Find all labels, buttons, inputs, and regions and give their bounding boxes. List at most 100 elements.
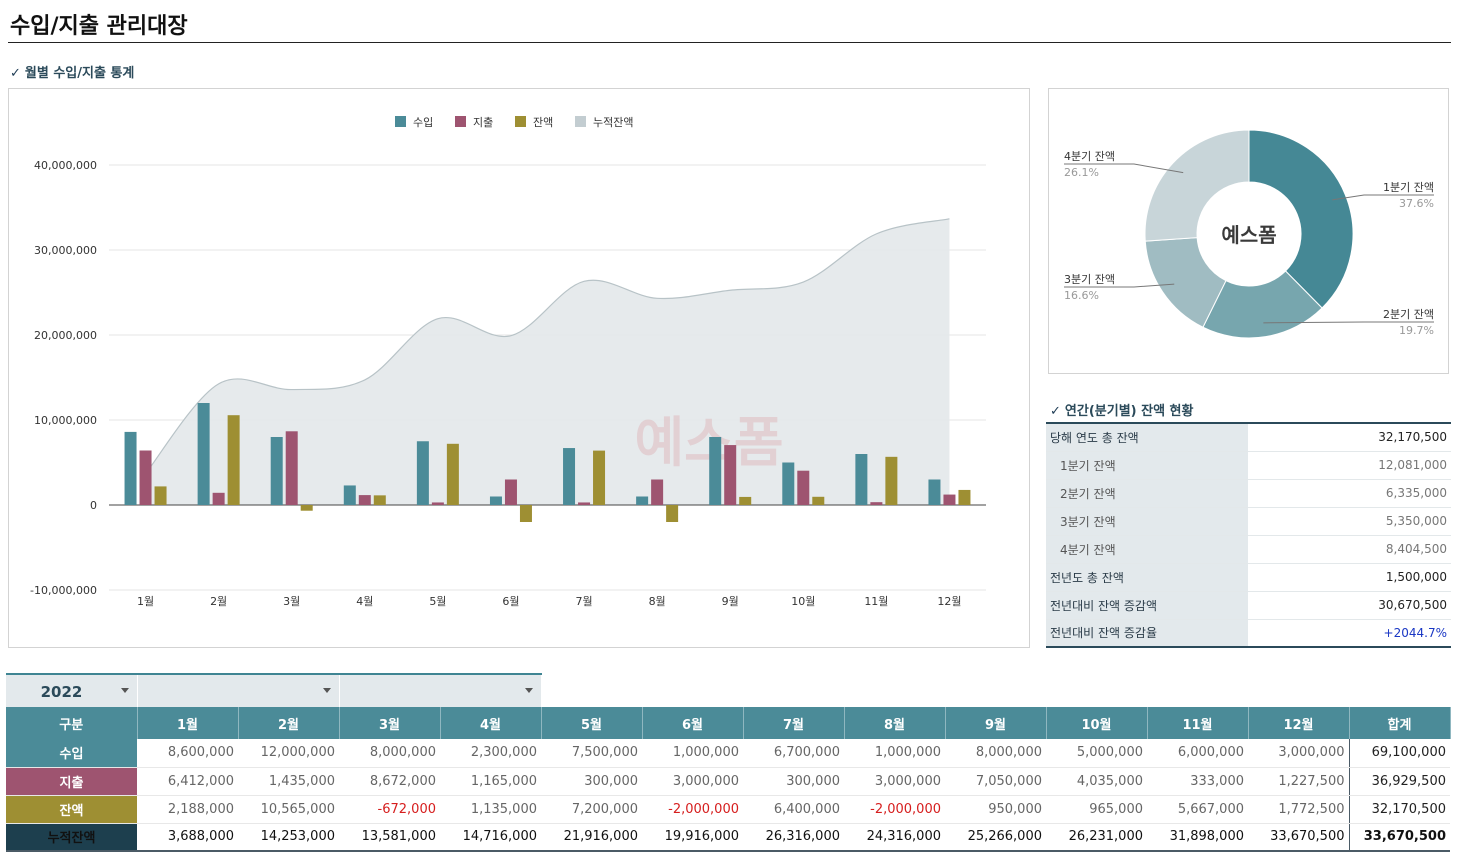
donut-label: 4분기 잔액	[1064, 150, 1115, 163]
donut-label: 2분기 잔액	[1383, 308, 1434, 321]
table-cell: 6,400,000	[743, 795, 844, 824]
donut-leader-line	[1064, 283, 1175, 288]
row-label: 잔액	[6, 795, 137, 824]
summary-row: 전년대비 잔액 증감율 +2044.7%	[1046, 619, 1451, 648]
quarter-donut-chart: 예스폼 1분기 잔액 37.6% 2분기 잔액 19.7% 3분기 잔액 16.6% 4분기 …	[1048, 88, 1449, 374]
legend-swatch	[455, 116, 466, 127]
monthly-chart: 40,000,000 30,000,000 20,000,000 10,000,000…	[8, 88, 1030, 648]
table-cell: 10,565,000	[238, 795, 339, 824]
table-cell: 5,000,000	[1046, 739, 1147, 768]
table-cell: 31,898,000	[1147, 822, 1248, 852]
row-total: 36,929,500	[1348, 767, 1450, 796]
donut-slice	[1248, 129, 1354, 309]
filter-select-2[interactable]	[138, 675, 340, 707]
bar-expense	[797, 470, 810, 505]
donut-leader-line	[1064, 163, 1184, 174]
bar-income	[636, 496, 649, 505]
annual-section-title: ✓ 연간(분기별) 잔액 현황	[1050, 400, 1193, 419]
table-cell: 4,035,000	[1046, 767, 1147, 796]
check-icon: ✓	[10, 66, 21, 81]
donut-percent: 16.6%	[1064, 289, 1099, 302]
table-cell: 1,000,000	[844, 739, 945, 768]
row-total: 69,100,000	[1348, 739, 1450, 768]
y-tick-label: 30,000,000	[34, 244, 97, 257]
bar-income	[709, 437, 722, 505]
bar-balance	[154, 486, 167, 505]
table-cell: 24,316,000	[844, 822, 945, 852]
table-cell: 19,916,000	[642, 822, 743, 852]
column-header: 구분	[6, 707, 138, 739]
bar-balance	[227, 415, 240, 505]
summary-label: 전년도 총 잔액	[1046, 563, 1248, 592]
column-header: 2월	[238, 707, 340, 739]
table-cell: 1,135,000	[440, 795, 541, 824]
year-select-value: 2022	[40, 683, 83, 701]
table-row: 수입 8,600,000 12,000,000 8,000,000 2,300,000 7…	[6, 739, 1450, 768]
summary-value: 6,335,000	[1248, 479, 1451, 508]
column-header: 4월	[440, 707, 542, 739]
column-header: 11월	[1147, 707, 1249, 739]
table-cell: 5,667,000	[1147, 795, 1248, 824]
x-tick-label: 3월	[283, 595, 300, 608]
summary-value: 1,500,000	[1248, 563, 1451, 592]
bar-expense	[139, 450, 152, 505]
donut-percent: 19.7%	[1399, 324, 1434, 337]
column-header: 합계	[1349, 707, 1451, 739]
summary-value: 32,170,500	[1248, 422, 1451, 452]
donut-slice	[1144, 129, 1250, 242]
table-cell: 965,000	[1046, 795, 1147, 824]
summary-value: 5,350,000	[1248, 507, 1451, 536]
table-cell: 13,581,000	[339, 822, 440, 852]
bar-income	[343, 485, 356, 505]
bar-income	[197, 403, 210, 505]
bar-income	[928, 479, 941, 505]
bar-expense	[285, 431, 298, 505]
table-cell: 1,772,500	[1248, 795, 1349, 824]
bar-balance	[739, 496, 752, 505]
chevron-down-icon	[323, 688, 331, 693]
summary-label: 3분기 잔액	[1046, 507, 1248, 536]
summary-row: 당해 연도 총 잔액 32,170,500	[1046, 422, 1451, 452]
x-tick-label: 9월	[722, 595, 739, 608]
x-tick-label: 10월	[791, 595, 815, 608]
bar-income	[489, 496, 502, 505]
x-tick-label: 4월	[356, 595, 373, 608]
table-cell: 14,716,000	[440, 822, 541, 852]
table-cell: 6,700,000	[743, 739, 844, 768]
column-header: 5월	[541, 707, 643, 739]
legend-swatch	[395, 116, 406, 127]
y-tick-label: 10,000,000	[34, 414, 97, 427]
column-header: 6월	[642, 707, 744, 739]
filter-select-3[interactable]	[340, 675, 542, 707]
bar-balance	[885, 456, 898, 505]
bar-income	[782, 462, 795, 505]
table-cell: 21,916,000	[541, 822, 642, 852]
legend-swatch	[515, 116, 526, 127]
x-tick-label: 8월	[649, 595, 666, 608]
monthly-data-table: 구분 1월 2월 3월 4월 5월 6월 7월 8월 9월 10월 11월 12월 합계 수입 8,600,…	[6, 707, 1451, 852]
table-cell: -2,000,000	[844, 795, 945, 824]
table-row: 누적잔액 3,688,000 14,253,000 13,581,000 14,716,…	[6, 822, 1450, 852]
summary-value: 8,404,500	[1248, 535, 1451, 564]
table-cell: 8,600,000	[137, 739, 238, 768]
table-cell: 6,412,000	[137, 767, 238, 796]
legend-label: 수입	[413, 116, 433, 129]
y-tick-label: 40,000,000	[34, 159, 97, 172]
bar-balance	[300, 505, 313, 511]
table-cell: 3,000,000	[844, 767, 945, 796]
summary-label: 전년대비 잔액 증감액	[1046, 591, 1248, 620]
bar-expense	[431, 502, 444, 505]
table-cell: -2,000,000	[642, 795, 743, 824]
year-select[interactable]: 2022	[6, 675, 138, 707]
y-tick-label: 0	[90, 499, 97, 512]
chevron-down-icon	[121, 688, 129, 693]
legend-label: 잔액	[533, 116, 553, 129]
table-cell: 3,688,000	[137, 822, 238, 852]
bar-income	[416, 441, 429, 505]
bar-expense	[651, 479, 664, 505]
summary-value: 30,670,500	[1248, 591, 1451, 620]
legend-label: 지출	[473, 116, 493, 129]
annual-summary-table: 당해 연도 총 잔액 32,170,500 1분기 잔액 12,081,000 2분기 …	[1046, 422, 1451, 648]
table-cell: 12,000,000	[238, 739, 339, 768]
watermark-logo: 예스폼	[634, 411, 783, 474]
